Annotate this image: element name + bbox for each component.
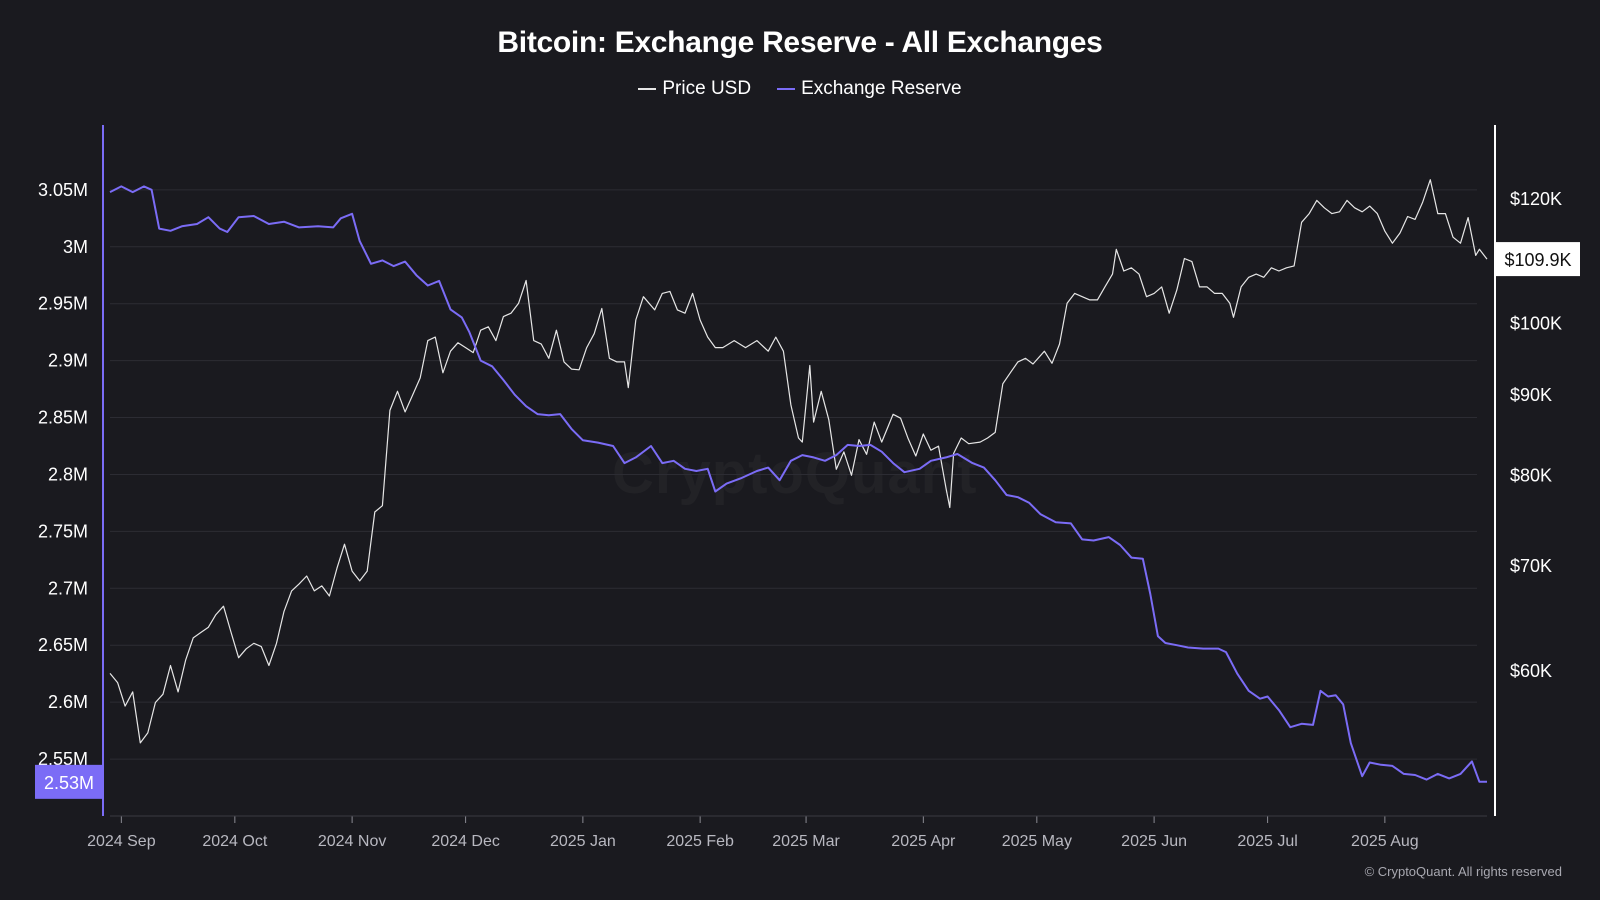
price-current-badge [1496, 242, 1580, 277]
price-usd-line[interactable] [109, 179, 1488, 744]
current-value-badges: 2.53M $109.9K [35, 242, 1580, 799]
legend: Price USD Exchange Reserve [0, 78, 1600, 100]
legend-label-reserve: Exchange Reserve [801, 78, 962, 99]
legend-item-price[interactable]: Price USD [638, 78, 751, 100]
legend-label-price: Price USD [662, 78, 752, 99]
copyright-footer: © CryptoQuant. All rights reserved [1364, 864, 1562, 879]
left-axis-tick-label: 3M [63, 237, 88, 257]
x-axis-tick-label: 2025 Jun [1121, 833, 1187, 850]
legend-swatch-reserve [777, 88, 796, 90]
x-axis-tick-label: 2024 Oct [202, 833, 267, 850]
left-axis-tick-label: 2.65M [38, 635, 88, 655]
right-axis-tick-label: $70K [1510, 556, 1552, 576]
x-axis-tick-label: 2025 Jul [1237, 833, 1298, 850]
price-current-label: $109.9K [1504, 250, 1571, 270]
right-axis-tick-label: $100K [1510, 313, 1562, 333]
reserve-current-badge [35, 764, 103, 799]
right-axis-tick-label: $90K [1510, 385, 1552, 405]
left-axis-tick-label: 2.6M [48, 692, 88, 712]
x-axis-tick-label: 2024 Dec [431, 833, 500, 850]
left-axis-ticks: 3.05M 3M 2.95M 2.9M 2.85M 2.8M 2.75M 2.7M 2.65M 2… [38, 180, 88, 769]
right-axis-tick-label: $120K [1510, 189, 1562, 209]
x-axis-tick-label: 2025 Apr [891, 833, 956, 850]
x-axis-tick-label: 2025 Jan [550, 833, 616, 850]
left-axis-tick-label: 2.9M [48, 351, 88, 371]
left-axis-tick-label: 2.95M [38, 294, 88, 314]
x-axis-tick-label: 2025 Aug [1351, 833, 1419, 850]
left-axis-tick-label: 2.8M [48, 464, 88, 484]
left-axis-tick-label: 2.75M [38, 521, 88, 541]
exchange-reserve-line[interactable] [109, 185, 1487, 783]
left-axis-tick-label: 2.7M [48, 578, 88, 598]
left-axis-tick-label: 2.55M [38, 749, 88, 769]
x-axis-ticks: 2024 Sep 2024 Oct 2024 Nov 2024 Dec 2025 Jan… [87, 816, 1419, 850]
legend-item-reserve[interactable]: Exchange Reserve [777, 78, 962, 100]
x-axis-tick-label: 2024 Nov [318, 833, 387, 850]
right-axis-tick-label: $80K [1510, 465, 1552, 485]
chart-title: Bitcoin: Exchange Reserve - All Exchange… [497, 26, 1103, 59]
right-axis-tick-label: $60K [1510, 661, 1552, 681]
left-axis-tick-label: 3.05M [38, 180, 88, 200]
x-axis-tick-label: 2025 Mar [772, 833, 840, 850]
legend-swatch-price [638, 88, 657, 90]
gridlines [110, 189, 1477, 760]
x-axis-tick-label: 2025 May [1002, 833, 1072, 850]
x-axis-tick-label: 2025 Feb [666, 833, 734, 850]
axis-lines [102, 125, 1496, 817]
right-axis-ticks: $120K $100K $90K $80K $70K $60K [1510, 189, 1562, 681]
reserve-current-label: 2.53M [44, 773, 94, 793]
series-layer [109, 179, 1488, 783]
left-axis-tick-label: 2.85M [38, 408, 88, 428]
x-axis-tick-label: 2024 Sep [87, 833, 156, 850]
